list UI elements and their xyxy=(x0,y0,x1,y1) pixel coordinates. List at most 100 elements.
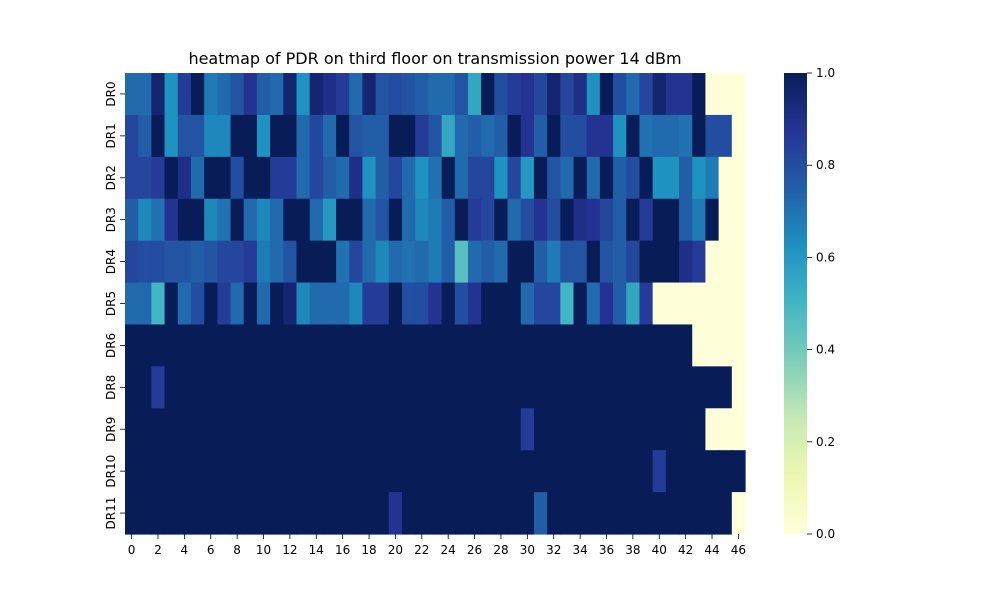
heatmap-cell xyxy=(599,450,614,493)
heatmap-cell xyxy=(204,73,218,116)
heatmap-cell xyxy=(415,366,429,409)
heatmap-cell xyxy=(138,366,152,409)
heatmap-cell xyxy=(428,73,443,116)
heatmap-cell xyxy=(454,198,469,242)
heatmap-cell xyxy=(679,156,693,200)
heatmap-cell xyxy=(705,324,720,367)
heatmap-cell xyxy=(322,240,337,284)
heatmap-cell xyxy=(481,73,495,116)
heatmap-cell xyxy=(679,492,693,535)
heatmap-cell xyxy=(626,240,641,284)
heatmap-cell xyxy=(494,73,509,116)
heatmap-cell xyxy=(705,492,720,535)
heatmap-cell xyxy=(520,450,535,493)
heatmap-cell xyxy=(375,366,390,409)
heatmap-cell xyxy=(639,73,654,116)
heatmap-cells xyxy=(125,73,746,535)
heatmap-cell xyxy=(428,492,443,535)
heatmap-cell xyxy=(177,408,192,451)
heatmap-cell xyxy=(467,156,482,200)
x-tick-label: 2 xyxy=(154,543,162,557)
heatmap-cell xyxy=(507,240,522,284)
heatmap-cell xyxy=(402,282,416,326)
heatmap-cell xyxy=(283,73,298,116)
colorbar-tick-label: 0.2 xyxy=(816,435,835,449)
heatmap-cell xyxy=(533,198,548,242)
heatmap-cell xyxy=(415,282,429,326)
heatmap-cell xyxy=(520,324,535,367)
heatmap-cell xyxy=(336,366,350,409)
heatmap-cell xyxy=(679,240,693,284)
heatmap-cell xyxy=(599,366,614,409)
heatmap-cell xyxy=(507,492,522,535)
heatmap-cell xyxy=(243,492,258,535)
heatmap-cell xyxy=(388,282,403,326)
heatmap-cell xyxy=(718,408,733,451)
heatmap-cell xyxy=(586,366,601,409)
heatmap-cell xyxy=(573,282,588,326)
heatmap-cell xyxy=(190,492,205,535)
x-tick-label: 8 xyxy=(233,543,241,557)
heatmap-cell xyxy=(230,324,245,367)
x-tick-label: 32 xyxy=(546,543,561,557)
heatmap-cell xyxy=(349,324,364,367)
heatmap-cell xyxy=(718,240,733,284)
x-tick-label: 18 xyxy=(361,543,376,557)
x-tick-label: 30 xyxy=(520,543,535,557)
heatmap-cell xyxy=(586,198,601,242)
heatmap-cell xyxy=(402,156,416,200)
heatmap-cell xyxy=(243,408,258,451)
heatmap-cell xyxy=(230,450,245,493)
heatmap-cell xyxy=(639,324,654,367)
heatmap-cell xyxy=(309,324,324,367)
heatmap-cell xyxy=(665,240,680,284)
heatmap-cell xyxy=(138,450,152,493)
heatmap-cell xyxy=(243,324,258,367)
heatmap-cell xyxy=(520,73,535,116)
heatmap-cell xyxy=(613,366,627,409)
heatmap-cell xyxy=(705,240,720,284)
heatmap-cell xyxy=(349,492,364,535)
heatmap-cell xyxy=(204,282,218,326)
heatmap-cell xyxy=(586,73,601,116)
heatmap-cell xyxy=(718,156,733,200)
heatmap-cell xyxy=(138,282,152,326)
heatmap-cell xyxy=(586,492,601,535)
heatmap-cell xyxy=(467,282,482,326)
x-tick-label: 14 xyxy=(309,543,324,557)
heatmap-cell xyxy=(441,73,456,116)
heatmap-cell xyxy=(467,198,482,242)
heatmap-cell xyxy=(705,156,720,200)
heatmap-cell xyxy=(151,450,166,493)
heatmap-cell xyxy=(665,198,680,242)
heatmap-cell xyxy=(151,240,166,284)
heatmap-cell xyxy=(520,114,535,158)
heatmap-cell xyxy=(375,73,390,116)
heatmap-cell xyxy=(731,282,746,326)
x-tick-label: 20 xyxy=(388,543,403,557)
heatmap-cell xyxy=(283,324,298,367)
heatmap-cell xyxy=(164,73,179,116)
heatmap-cell xyxy=(362,114,377,158)
heatmap-cell xyxy=(388,408,403,451)
heatmap-cell xyxy=(652,408,667,451)
heatmap-cell xyxy=(349,366,364,409)
y-tick-label: DR5 xyxy=(104,291,118,316)
heatmap-cell xyxy=(481,324,495,367)
heatmap-cell xyxy=(217,114,232,158)
heatmap-cell xyxy=(362,156,377,200)
heatmap-cell xyxy=(322,198,337,242)
heatmap-cell xyxy=(322,450,337,493)
heatmap-cell xyxy=(296,492,311,535)
heatmap-cell xyxy=(388,198,403,242)
heatmap-cell xyxy=(415,114,429,158)
heatmap-cell xyxy=(679,450,693,493)
heatmap-cell xyxy=(256,366,271,409)
heatmap-cell xyxy=(349,198,364,242)
heatmap-cell xyxy=(164,282,179,326)
heatmap-cell xyxy=(613,282,627,326)
heatmap-cell xyxy=(190,198,205,242)
heatmap-cell xyxy=(322,408,337,451)
heatmap-cell xyxy=(138,198,152,242)
heatmap-cell xyxy=(626,73,641,116)
